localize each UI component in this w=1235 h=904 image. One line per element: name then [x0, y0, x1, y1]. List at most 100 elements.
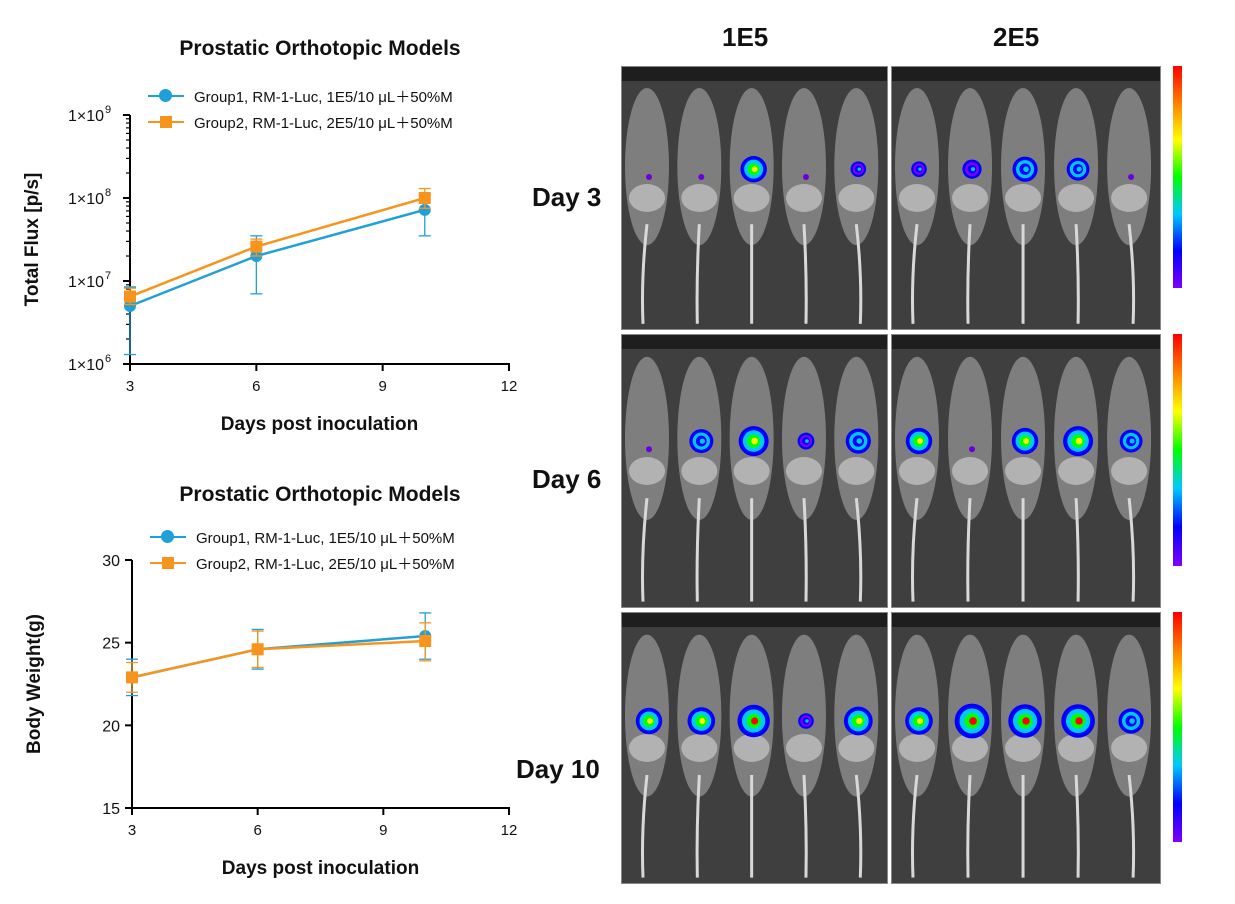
chart2-ytick-label: 15 [102, 801, 120, 818]
imaging-panel-canvas [892, 613, 1160, 878]
mouse-tail [641, 774, 649, 878]
chart1-series1-line [129, 208, 426, 308]
chart1-legend: Group1, RM-1-Luc, 1E5/10 μL＋50%M Group2,… [148, 83, 453, 135]
luminescence-spot-core [647, 718, 653, 724]
chart1-legend-swatch-group2 [148, 115, 184, 129]
mouse-belly [838, 184, 875, 212]
chart1-series2-line [129, 196, 426, 298]
chart2-legend-item-group2: Group2, RM-1-Luc, 2E5/10 μL＋50%M [150, 550, 455, 576]
mouse-tail [1127, 498, 1136, 602]
imaging-panel-canvas [892, 67, 1160, 324]
imaging-panel [891, 612, 1161, 884]
chart2-ytick-label: 20 [102, 718, 120, 735]
luminescence-spot-core [751, 717, 759, 725]
mouse-tail [966, 774, 972, 878]
chart2-legend-swatch-group1 [150, 530, 186, 544]
mouse-tail [854, 498, 863, 602]
row-label-day3: Day 3 [532, 182, 602, 212]
mouse-tail [641, 224, 649, 324]
chart2-legend: Group1, RM-1-Luc, 1E5/10 μL＋50%M Group2,… [150, 524, 455, 576]
luminescence-spot-core [751, 437, 758, 445]
chart1-legend-label-group1: Group1, RM-1-Luc, 1E5/10 μL＋50%M [194, 88, 453, 106]
row-label-day10: Day 10 [516, 754, 600, 784]
chart2-legend-item-group1: Group1, RM-1-Luc, 1E5/10 μL＋50%M [150, 524, 455, 550]
chart2-series2-point [126, 671, 138, 684]
mouse-belly [733, 734, 770, 762]
chart2-ytick-label: 25 [102, 636, 120, 653]
imaging-rack [622, 335, 887, 349]
luminescence-spot-core [1023, 166, 1029, 172]
mouse-tail [641, 498, 649, 602]
mouse-belly [1058, 734, 1095, 762]
mouse-body [948, 356, 993, 520]
mouse-belly [952, 734, 989, 762]
chart1-series2-point [124, 290, 136, 303]
colorbar [1173, 612, 1182, 842]
mouse-tail [1074, 224, 1080, 324]
mouse-belly [952, 457, 989, 485]
imaging-panel-canvas [622, 335, 887, 602]
mouse-body [625, 356, 669, 520]
chart1-legend-item-group2: Group2, RM-1-Luc, 2E5/10 μL＋50%M [148, 109, 453, 135]
mouse-belly [785, 457, 822, 485]
mouse-tail [854, 224, 863, 324]
chart2-legend-swatch-group2 [150, 556, 186, 570]
luminescence-spot-core [918, 167, 922, 171]
luminescence-trace [802, 174, 809, 181]
chart1-legend-swatch-group1 [148, 89, 184, 103]
mouse-body [625, 87, 669, 246]
chart1-title: Prostatic Orthotopic Models [179, 37, 461, 60]
imaging-panel-canvas [622, 613, 887, 878]
mouse-tail [911, 224, 919, 324]
chart1-ytick-label: 1×10 [68, 357, 104, 374]
mouse-tail [1074, 774, 1080, 878]
chart1-ytick-exponent: 8 [105, 187, 111, 199]
mouse-body [1107, 87, 1152, 246]
mouse-tail [1074, 498, 1080, 602]
luminescence-spot-core [857, 167, 862, 171]
colorbar [1173, 334, 1182, 566]
mouse-belly [899, 457, 935, 485]
row-label-day6: Day 6 [532, 464, 602, 494]
mouse-belly [681, 184, 718, 212]
luminescence-spot-core [1022, 717, 1030, 725]
mouse-tail [802, 774, 808, 878]
luminescence-spot-core [917, 438, 923, 444]
mouse-belly [838, 734, 875, 762]
mouse-belly [785, 734, 822, 762]
luminescence-spot-core [1129, 718, 1135, 724]
mouse-tail [911, 498, 919, 602]
mouse-belly [1005, 457, 1042, 485]
luminescence-spot-core [1075, 717, 1083, 725]
chart1-series2-point [250, 240, 263, 253]
chart2-xtick-label: 9 [379, 822, 387, 839]
chart2-xtick-label: 3 [128, 822, 136, 839]
chart1-ytick-exponent: 7 [105, 270, 111, 282]
chart2-series2-point [419, 635, 432, 648]
mouse-body [677, 87, 722, 246]
mouse-belly [1058, 184, 1095, 212]
chart2-legend-label-group1: Group1, RM-1-Luc, 1E5/10 μL＋50%M [196, 529, 455, 547]
chart1-ytick-label: 1×10 [68, 191, 104, 208]
imaging-panel-canvas [622, 67, 887, 324]
chart1-ytick-exponent: 9 [105, 104, 111, 116]
mouse-tail [1127, 774, 1136, 878]
chart1-ytick-exponent: 6 [105, 353, 111, 365]
luminescence-spot-core [699, 438, 705, 444]
chart2-ylabel: Body Weight(g) [24, 614, 45, 754]
mouse-belly [952, 184, 989, 212]
mouse-belly [629, 457, 665, 485]
imaging-panel [621, 334, 888, 608]
luminescence-spot-core [805, 439, 809, 443]
mouse-body [781, 87, 826, 246]
mouse-tail [695, 498, 701, 602]
chart1-series2-point [418, 192, 431, 204]
imaging-rack [892, 67, 1160, 81]
mouse-belly [629, 734, 665, 762]
imaging-panel [891, 334, 1161, 608]
mouse-tail [854, 774, 863, 878]
column-label-1e5: 1E5 [722, 22, 769, 52]
mouse-belly [1111, 457, 1148, 485]
chart2-xtick-label: 6 [253, 822, 261, 839]
